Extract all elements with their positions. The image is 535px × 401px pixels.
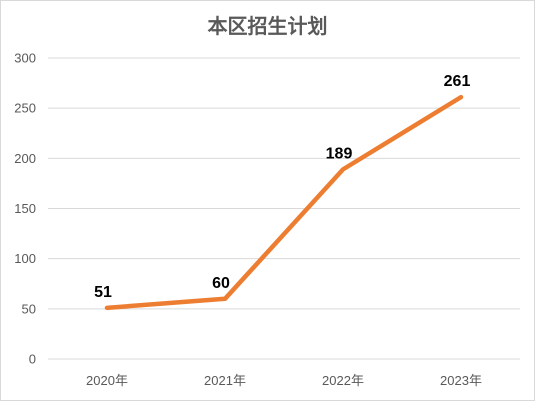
y-tick-label: 150 (14, 201, 36, 216)
data-label: 261 (444, 73, 471, 90)
x-tick-label: 2020年 (86, 373, 128, 388)
y-axis-tick-labels: 0 50 100 150 200 250 300 (14, 51, 36, 367)
y-tick-label: 100 (14, 251, 36, 266)
x-tick-label: 2023年 (440, 373, 482, 388)
y-tick-label: 300 (14, 51, 36, 66)
series-lines (104, 94, 464, 311)
x-axis-tick-labels: 2020年 2021年 2022年 2023年 (86, 373, 482, 388)
data-labels: 51 60 189 261 (94, 73, 470, 301)
chart-title: 本区招生计划 (207, 14, 328, 38)
series-line (104, 94, 464, 311)
x-tick-label: 2021年 (204, 373, 246, 388)
x-tick-label: 2022年 (322, 373, 364, 388)
data-label: 60 (212, 275, 230, 292)
y-tick-label: 0 (29, 352, 36, 367)
y-tick-label: 200 (14, 151, 36, 166)
data-label: 51 (94, 284, 112, 301)
y-tick-label: 50 (22, 301, 36, 316)
data-label: 189 (326, 145, 353, 162)
y-tick-label: 250 (14, 101, 36, 116)
